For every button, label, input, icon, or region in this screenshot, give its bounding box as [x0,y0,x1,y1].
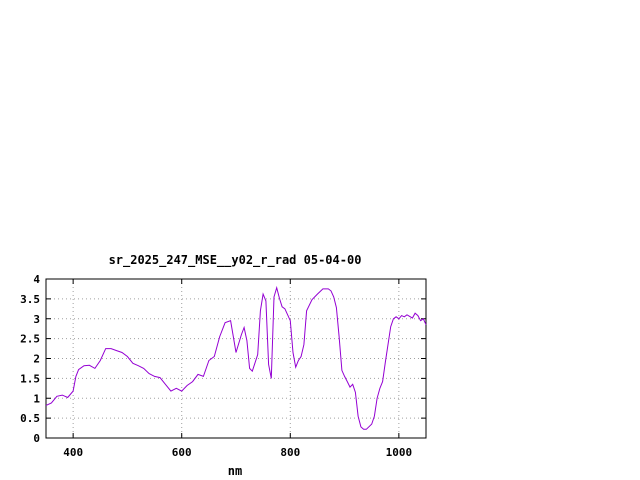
y-tick-label: 3.5 [20,293,40,306]
x-tick-label: 600 [172,446,192,459]
x-tick-label: 800 [280,446,300,459]
y-tick-label: 3 [33,313,40,326]
y-tick-label: 1.5 [20,372,40,385]
grid-lines [46,279,426,438]
y-tick-label: 1 [33,392,40,405]
x-tick-label: 400 [63,446,83,459]
chart-title: sr_2025_247_MSE__y02_r_rad 05-04-00 [109,253,362,268]
y-tick-label: 0.5 [20,412,40,425]
y-tick-label: 4 [33,273,40,286]
series-line [45,285,427,430]
y-tick-label: 2 [33,353,40,366]
x-axis-label: nm [228,464,242,478]
x-axis-ticks: 400 600 800 1000 [63,279,412,459]
y-axis-ticks: 0 0.5 1 1.5 2 2.5 3 3.5 4 [20,273,426,445]
y-tick-label: 2.5 [20,333,40,346]
x-tick-label: 1000 [386,446,413,459]
y-tick-label: 0 [33,432,40,445]
